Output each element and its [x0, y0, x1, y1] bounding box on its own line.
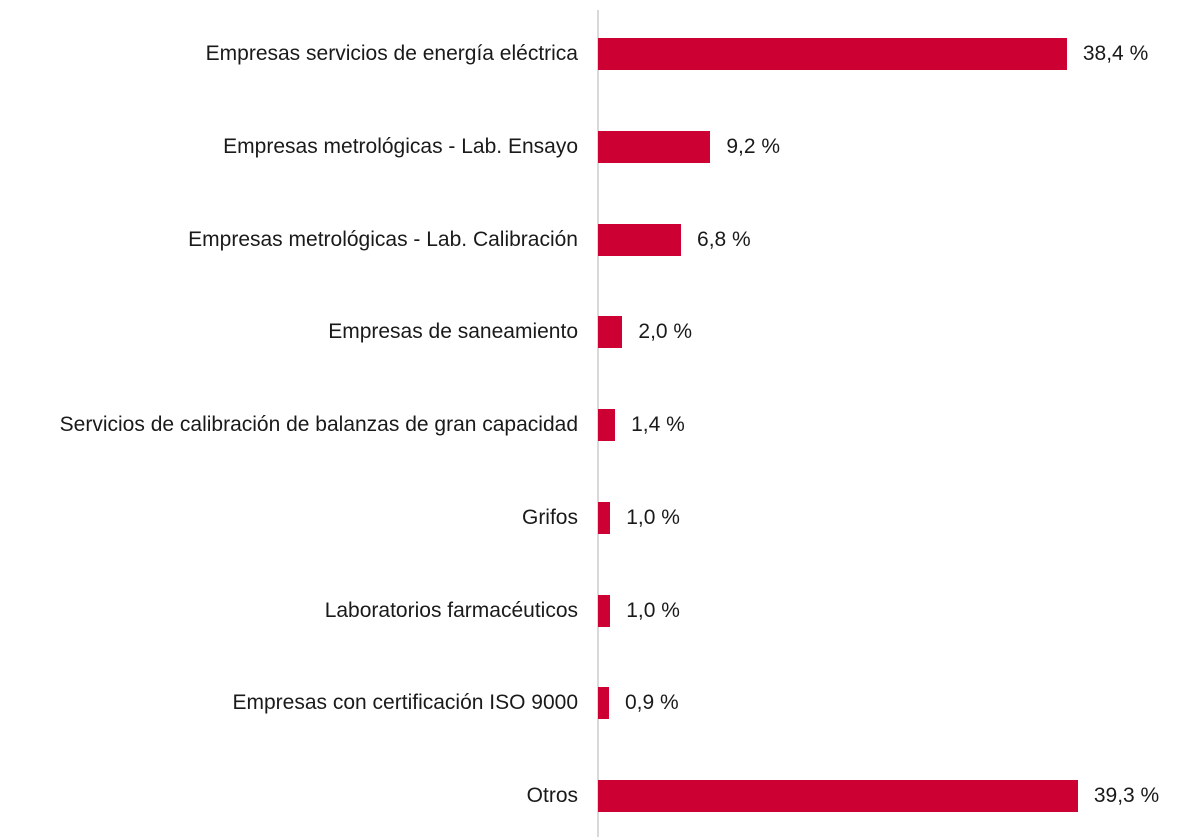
category-label-box: Empresas metrológicas - Lab. Calibración: [0, 200, 578, 280]
category-label-box: Empresas servicios de energía eléctrica: [0, 14, 578, 94]
category-label: Empresas metrológicas - Lab. Calibración: [188, 227, 578, 251]
bar: [598, 780, 1078, 812]
value-label: 1,4 %: [631, 413, 685, 436]
value-label: 0,9 %: [624, 691, 679, 715]
value-label: 2,0 %: [638, 320, 693, 344]
bar: [598, 594, 611, 627]
category-label: Empresas de saneamiento: [328, 320, 578, 344]
category-label-box: Empresas de saneamiento: [0, 292, 578, 372]
bar: [598, 223, 682, 256]
category-label: Empresas metrológicas - Lab. Ensayo: [223, 134, 578, 158]
category-label: Empresas servicios de energía eléctrica: [205, 42, 578, 65]
category-label: Grifos: [521, 505, 578, 529]
category-label-box: Laboratorios farmacéuticos: [0, 571, 578, 651]
value-label: 1,0 %: [626, 505, 680, 529]
bar: [598, 501, 611, 534]
value-label: 38,4 %: [1082, 42, 1149, 65]
category-label-box: Empresas con certificación ISO 9000: [0, 663, 579, 743]
value-label: 6,8 %: [697, 227, 751, 251]
bar: [598, 687, 609, 720]
category-label-box: Otros: [0, 756, 578, 836]
value-label: 9,2 %: [726, 134, 781, 158]
category-label: Empresas con certificación ISO 9000: [232, 691, 579, 715]
category-label: Laboratorios farmacéuticos: [324, 598, 578, 622]
bar: [598, 316, 623, 349]
bar: [598, 38, 1067, 70]
bar: [598, 409, 616, 441]
category-label: Servicios de calibración de balanzas de …: [59, 413, 578, 436]
category-label: Otros: [526, 784, 578, 807]
category-label-box: Grifos: [0, 478, 578, 558]
value-label: 39,3 %: [1093, 784, 1160, 807]
category-label-box: Empresas metrológicas - Lab. Ensayo: [0, 107, 578, 187]
bar: [598, 130, 711, 163]
value-label: 1,0 %: [626, 598, 680, 622]
category-label-box: Servicios de calibración de balanzas de …: [0, 385, 578, 465]
